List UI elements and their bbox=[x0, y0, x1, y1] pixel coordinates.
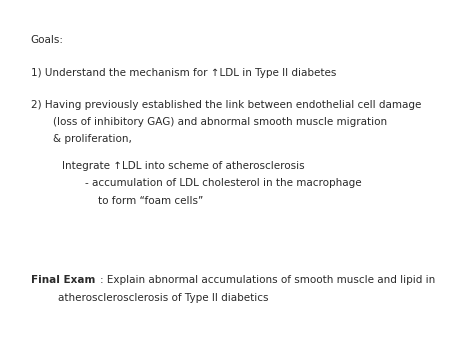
Text: 2) Having previously established the link between endothelial cell damage: 2) Having previously established the lin… bbox=[31, 100, 421, 110]
Text: & proliferation,: & proliferation, bbox=[53, 134, 132, 144]
Text: Goals:: Goals: bbox=[31, 35, 63, 46]
Text: atherosclerosclerosis of Type II diabetics: atherosclerosclerosis of Type II diabeti… bbox=[58, 293, 268, 303]
Text: Integrate ↑LDL into scheme of atherosclerosis: Integrate ↑LDL into scheme of atheroscle… bbox=[62, 161, 305, 171]
Text: 1) Understand the mechanism for ↑LDL in Type II diabetes: 1) Understand the mechanism for ↑LDL in … bbox=[31, 68, 336, 78]
Text: Final Exam: Final Exam bbox=[31, 275, 95, 286]
Text: to form “foam cells”: to form “foam cells” bbox=[98, 196, 203, 206]
Text: : Explain abnormal accumulations of smooth muscle and lipid in: : Explain abnormal accumulations of smoo… bbox=[100, 275, 435, 286]
Text: - accumulation of LDL cholesterol in the macrophage: - accumulation of LDL cholesterol in the… bbox=[85, 178, 361, 188]
Text: (loss of inhibitory GAG) and abnormal smooth muscle migration: (loss of inhibitory GAG) and abnormal sm… bbox=[53, 117, 387, 127]
